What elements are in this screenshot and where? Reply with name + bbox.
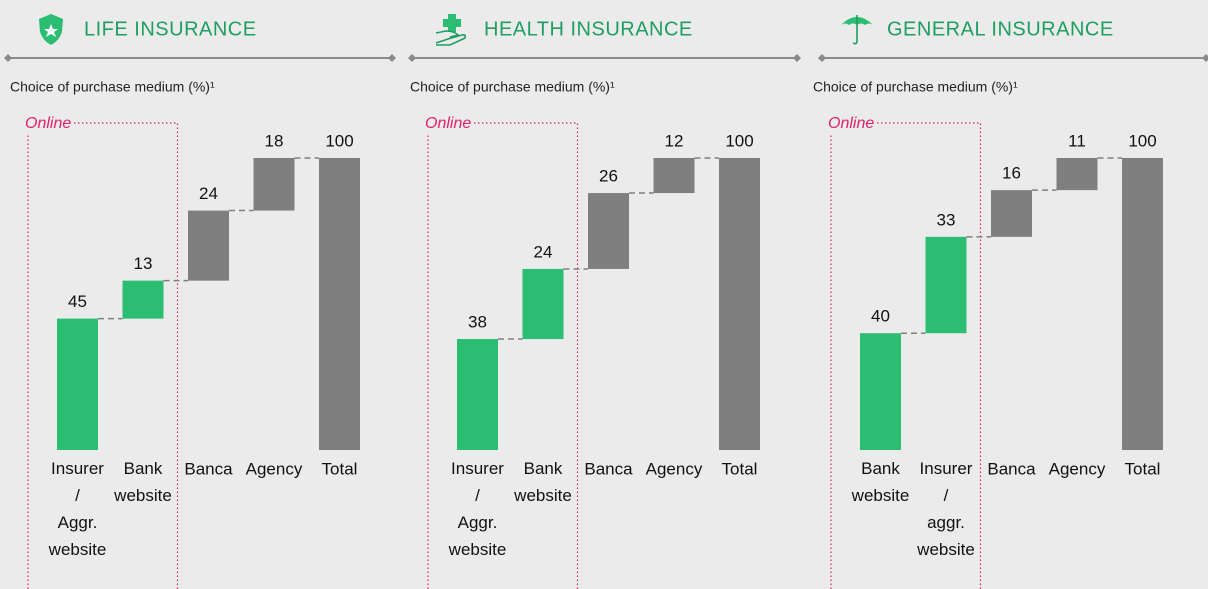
bar (653, 158, 695, 194)
online-box (427, 122, 579, 589)
category-label: Insurer / Aggr. website (48, 459, 107, 559)
bar (457, 339, 498, 450)
online-box (830, 122, 982, 589)
online-label-bg (24, 114, 74, 134)
online-label-bg (424, 114, 474, 134)
category-label: Insurer / Aggr. website (448, 459, 507, 559)
value-label: 12 (665, 131, 684, 150)
value-label: 38 (468, 313, 487, 332)
category-label: Bank website (113, 459, 172, 505)
value-label: 16 (1002, 164, 1021, 183)
category-label: Bank website (513, 459, 572, 505)
value-label: 13 (134, 254, 153, 273)
panel-title: HEALTH INSURANCE (484, 18, 693, 40)
rule-end (408, 54, 416, 62)
rule-end (818, 54, 826, 62)
rule-end (4, 54, 12, 62)
general-icon (841, 15, 873, 45)
category-label: Agency (246, 459, 303, 478)
bar (925, 236, 967, 334)
bar (719, 158, 760, 450)
category-label: Total (1125, 459, 1161, 478)
value-label: 45 (68, 292, 87, 311)
value-label: 26 (599, 167, 618, 186)
subtitle: Choice of purchase medium (%)¹ (10, 79, 215, 95)
subtitle: Choice of purchase medium (%)¹ (813, 79, 1018, 95)
life-icon (39, 14, 63, 45)
subtitle: Choice of purchase medium (%)¹ (410, 79, 615, 95)
value-label: 24 (199, 184, 218, 203)
online-label-bg (827, 114, 877, 134)
category-label: Insurer / aggr. website (916, 459, 975, 559)
rule-end (1202, 54, 1208, 62)
category-label: Agency (1049, 459, 1106, 478)
bar (991, 190, 1032, 237)
bar (319, 158, 360, 450)
category-label: Agency (646, 459, 703, 478)
category-label: Banca (987, 459, 1036, 478)
category-label: Banca (584, 459, 633, 478)
bar (57, 318, 98, 450)
value-label: 24 (534, 242, 553, 261)
rule-end (388, 54, 396, 62)
health-icon (435, 14, 466, 46)
value-label: 18 (265, 131, 284, 150)
panel-title: GENERAL INSURANCE (887, 18, 1114, 40)
value-label: 100 (1128, 131, 1156, 150)
rule-end (793, 54, 801, 62)
value-label: 100 (725, 131, 753, 150)
category-label: Banca (184, 459, 233, 478)
bar (588, 193, 629, 269)
value-label: 11 (1068, 131, 1086, 150)
online-label: Online (828, 115, 874, 132)
online-label: Online (25, 115, 71, 132)
bar (253, 158, 295, 211)
category-label: Bank website (851, 459, 910, 505)
value-label: 40 (871, 307, 890, 326)
panel-title: LIFE INSURANCE (84, 18, 257, 40)
bar (1122, 158, 1163, 450)
bar (188, 210, 229, 281)
bar (860, 333, 901, 450)
category-label: Total (322, 459, 358, 478)
online-box (27, 122, 179, 589)
bar (522, 268, 564, 340)
value-label: 33 (937, 210, 956, 229)
bar (122, 280, 164, 319)
category-label: Total (722, 459, 758, 478)
bar (1056, 158, 1098, 191)
value-label: 100 (325, 131, 353, 150)
online-label: Online (425, 115, 471, 132)
